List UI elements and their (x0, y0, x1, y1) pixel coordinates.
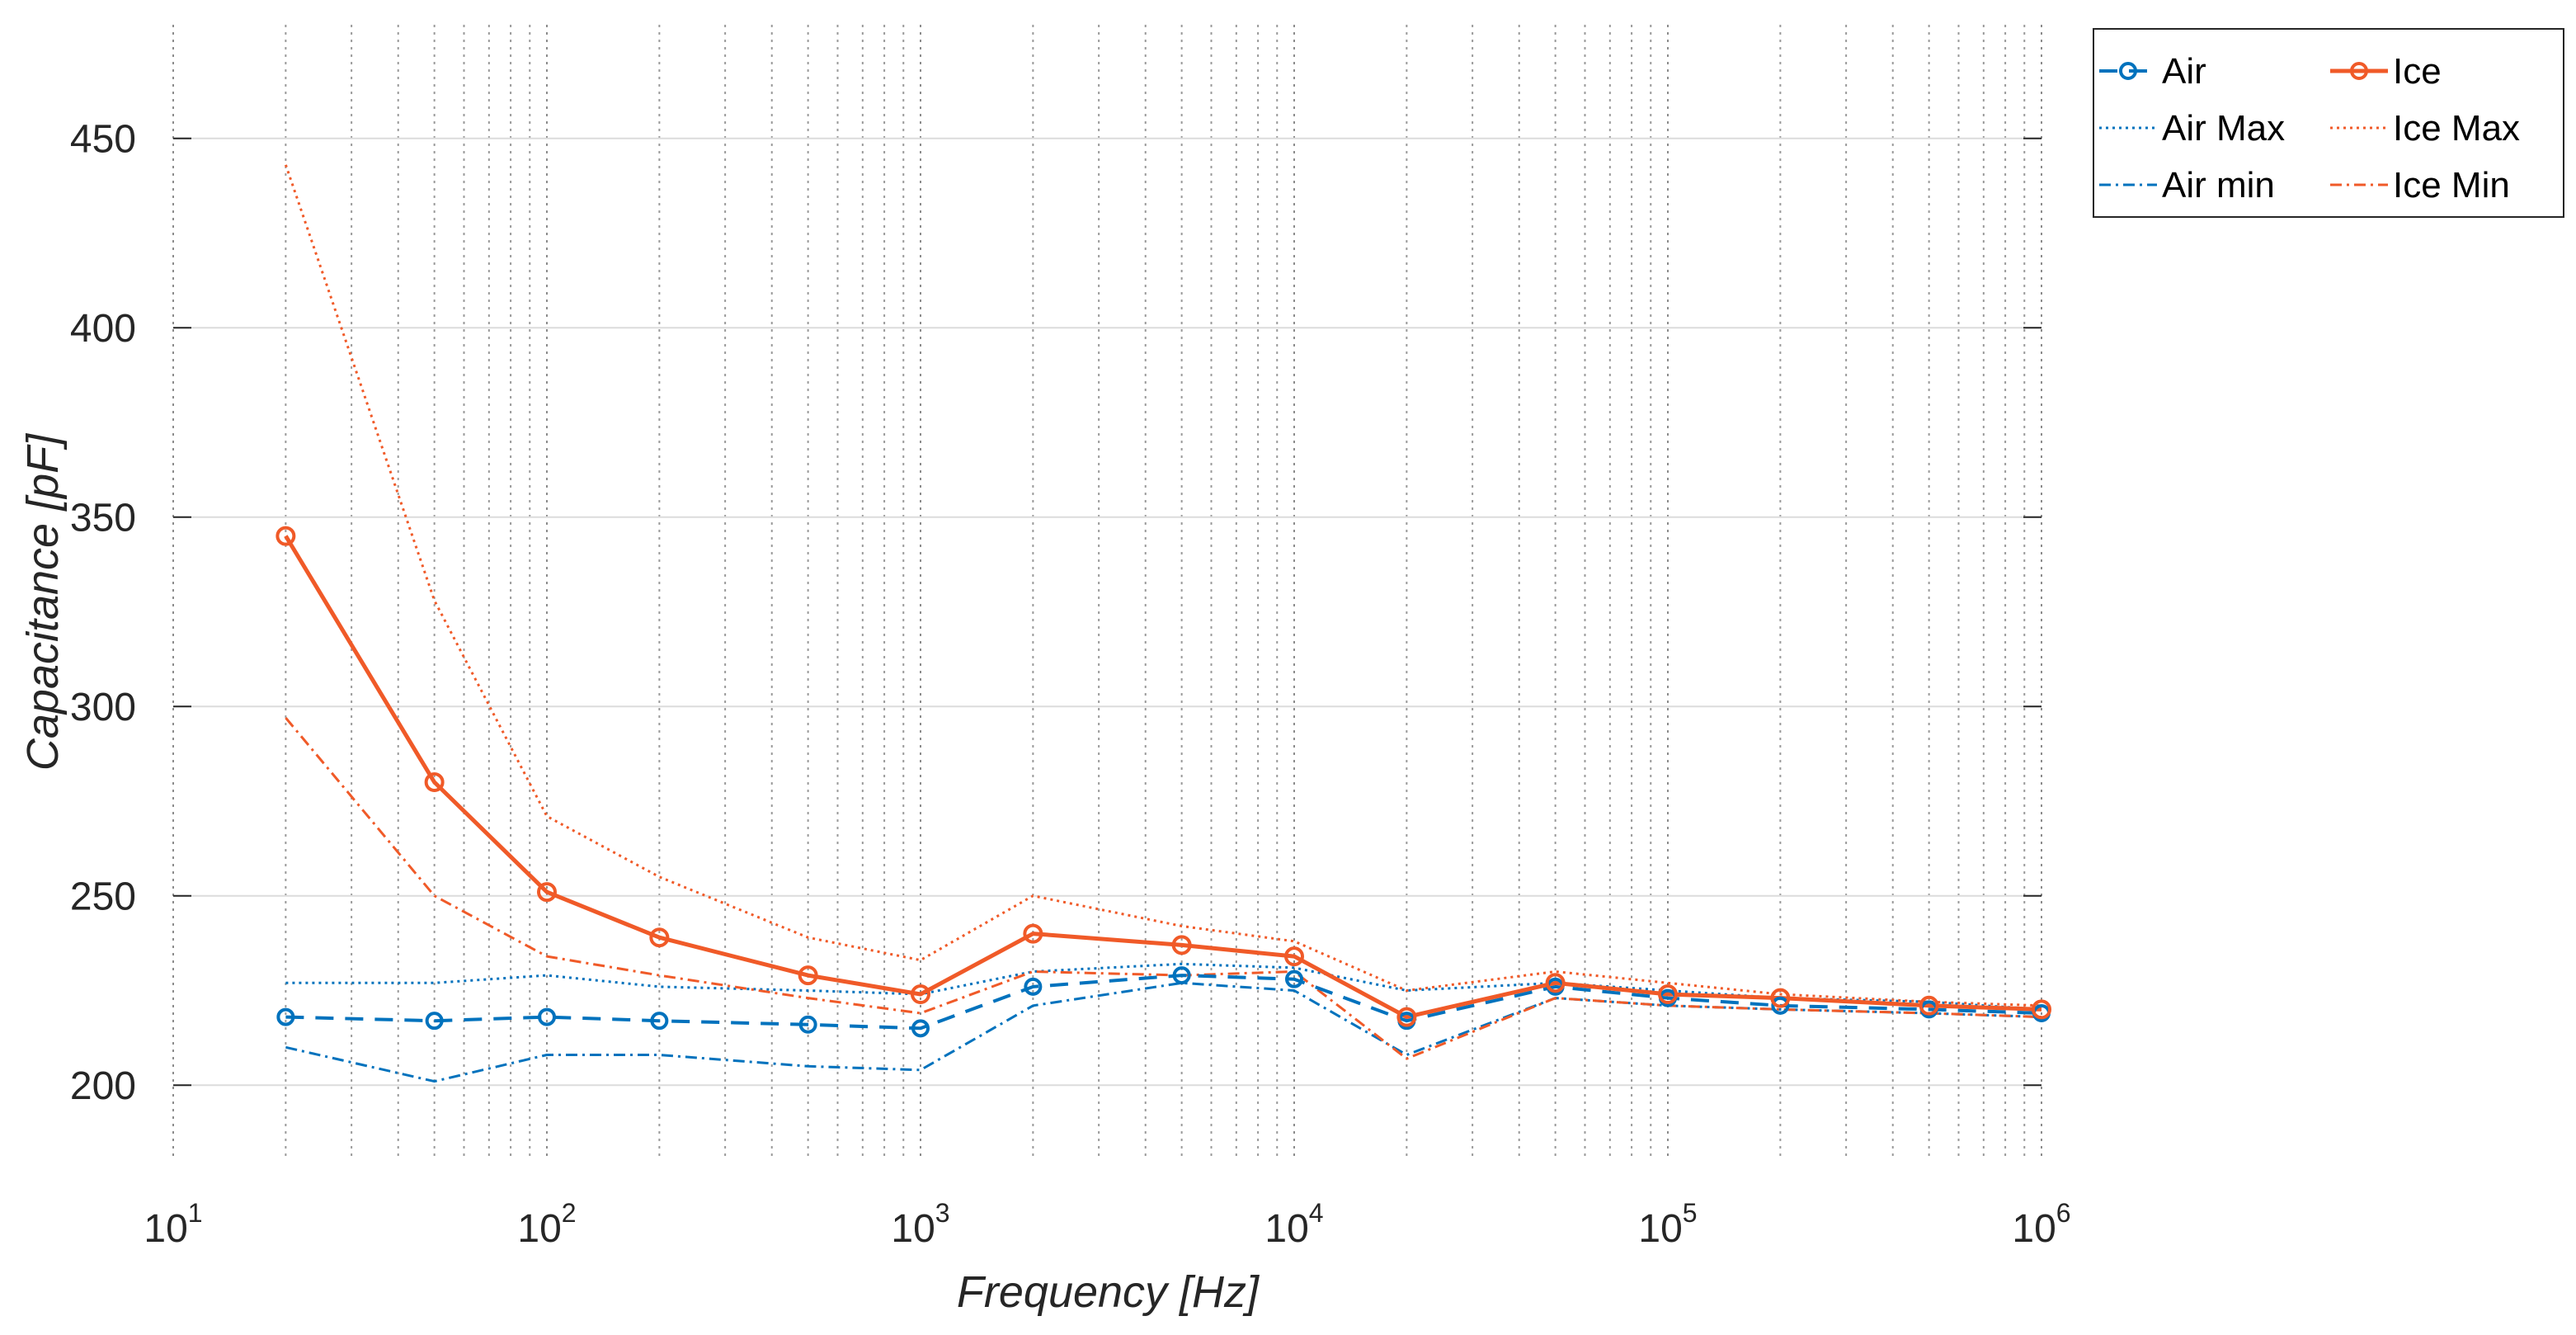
major-gridlines (172, 25, 2042, 1161)
marker-ice (1658, 984, 1678, 1005)
x-tick-label: 104 (1264, 1198, 1323, 1251)
series-line-ice-max (284, 164, 2042, 1007)
series-layer (284, 164, 2042, 1083)
marker-ice (1023, 923, 1043, 944)
marker-air (798, 1015, 817, 1034)
x-tick-label: 106 (2012, 1198, 2070, 1251)
x-tick-label: 105 (1638, 1198, 1697, 1251)
marker-ice (1545, 973, 1566, 993)
x-tick-label: 101 (144, 1198, 202, 1251)
legend-marker-air (2119, 62, 2137, 80)
marker-ice (798, 965, 818, 986)
marker-air (276, 1007, 295, 1026)
y-axis-label: Capacitance [pF] (18, 432, 68, 771)
marker-air (538, 1007, 556, 1026)
marker-ice (1770, 988, 1791, 1008)
marker-ice (537, 882, 557, 903)
y-tick-label: 350 (70, 497, 136, 540)
marker-ice (1396, 1007, 1417, 1027)
x-tick-labels: 101 102 103 104 105 106 (144, 1198, 2070, 1251)
y-tick-label: 300 (70, 686, 136, 729)
marker-ice (911, 984, 930, 1005)
markers-layer (275, 526, 2051, 1038)
marker-ice (275, 526, 296, 546)
marker-air (1024, 977, 1043, 996)
marker-air (1771, 996, 1790, 1015)
legend-box (2093, 28, 2564, 218)
series-line-air-max (285, 962, 2042, 1011)
marker-air (1172, 966, 1191, 985)
y-tick-label: 200 (70, 1064, 136, 1108)
y-tick-label: 400 (70, 307, 136, 351)
legend-label-air: Air (2162, 51, 2206, 92)
marker-air (425, 1012, 444, 1031)
legend-label-air-max: Air Max (2162, 108, 2285, 149)
marker-ice (2032, 999, 2051, 1020)
axis-ticks (173, 137, 2041, 1087)
legend-label-ice: Ice (2393, 51, 2442, 92)
marker-ice (1919, 995, 1939, 1016)
legend-label-air-min: Air min (2162, 165, 2275, 205)
marker-ice (424, 772, 445, 792)
marker-ice (1284, 946, 1304, 967)
x-tick-label: 103 (891, 1198, 949, 1251)
marker-air (1285, 969, 1303, 988)
marker-ice (1171, 935, 1192, 955)
y-tick-label: 450 (70, 118, 136, 162)
marker-air (911, 1019, 930, 1038)
x-axis-label: Frequency [Hz] (957, 1267, 1260, 1317)
legend: Air Ice Air Max Ice Max Air min Ice Min (2093, 28, 2564, 218)
legend-label-ice-min: Ice Min (2393, 165, 2510, 205)
y-tick-labels: 200 250 300 350 400 450 (70, 118, 136, 1108)
marker-ice (649, 927, 670, 948)
marker-air (650, 1012, 669, 1031)
series-line-air (285, 974, 2042, 1031)
x-tick-label: 102 (517, 1198, 576, 1251)
legend-marker-ice (2350, 62, 2368, 80)
y-tick-label: 250 (70, 875, 136, 919)
series-line-ice (284, 535, 2042, 1020)
legend-label-ice-max: Ice Max (2393, 108, 2520, 149)
